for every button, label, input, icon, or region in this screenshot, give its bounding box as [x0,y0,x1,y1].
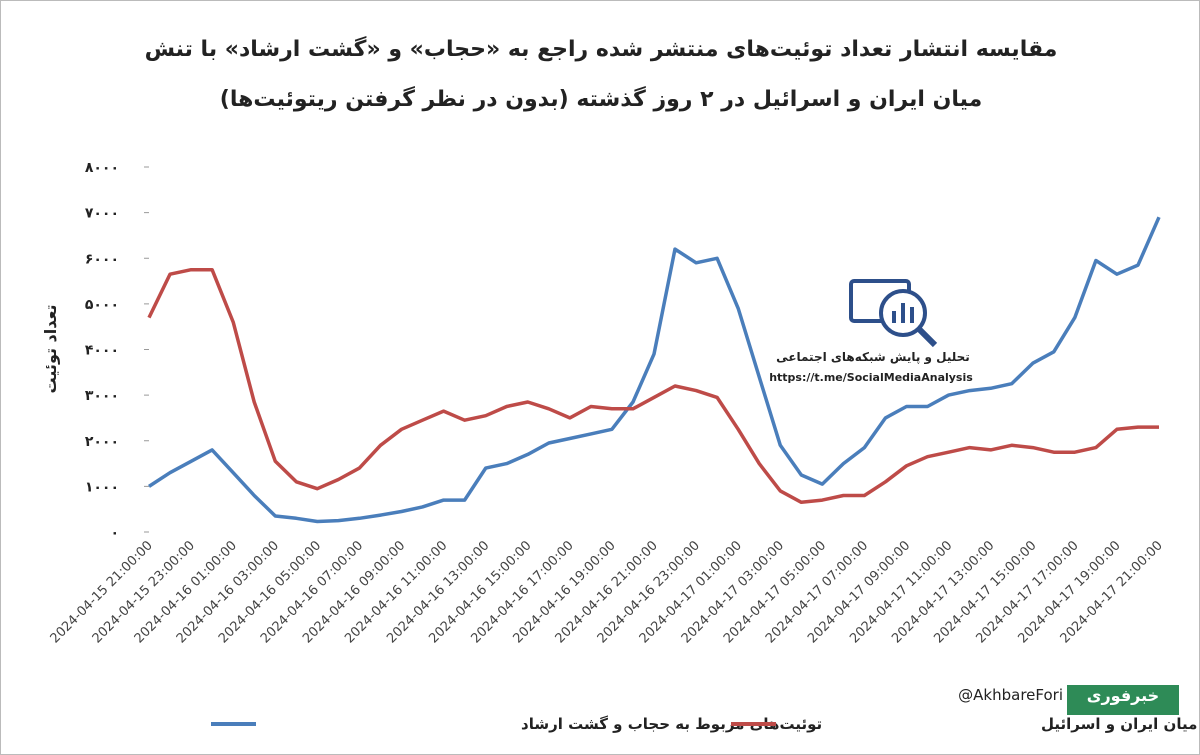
y-axis-label: تعداد توئیت [41,304,60,393]
logo-icon [849,279,938,348]
legend-label: توئیت‌های مربوط به تنش میان ایران و اسرا… [1041,715,1199,733]
y-tick-label: ۷۰۰۰ [85,206,119,222]
line [147,267,1159,505]
logo-text: خبرفوری [1087,686,1159,705]
line [148,216,1161,524]
chart-title: مقایسه انتشار تعداد توئیت‌های منتشر شده … [145,35,1058,62]
y-tick-label: ۲۰۰۰ [85,434,119,450]
y-tick-label: ۳۰۰۰ [85,388,119,404]
watermark-text: تحلیل و پایش شبکه‌های اجتماعی [776,350,970,365]
y-tick-label: ۴۰۰۰ [85,343,119,359]
y-tick-label: ۱۰۰۰ [85,479,119,495]
legend-label: توئیت‌های مربوط به حجاب و گشت ارشاد [521,715,822,733]
y-tick-label: ۵۰۰۰ [85,297,119,313]
y-tick-label: ۰ [110,525,119,541]
watermark-url: https://t.me/SocialMediaAnalysis [769,371,973,384]
chart-title: میان ایران و اسرائیل در ۲ روز گذشته (بدو… [220,85,982,112]
logo-box [1067,685,1179,715]
y-tick-label: ۸۰۰۰ [85,160,119,176]
credit: @AkhbareFori [958,686,1063,704]
y-tick-label: ۶۰۰۰ [85,251,119,267]
